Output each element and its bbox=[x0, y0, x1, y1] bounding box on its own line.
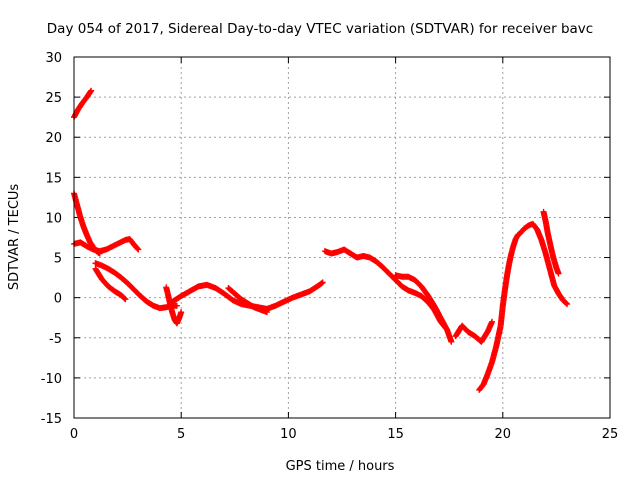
series-arc-2 bbox=[71, 236, 142, 255]
y-tick-label: 0 bbox=[54, 292, 62, 307]
data-point bbox=[563, 300, 570, 307]
data-point bbox=[263, 309, 270, 316]
data-point bbox=[178, 309, 185, 316]
x-tick-label: 20 bbox=[495, 427, 512, 442]
data-point bbox=[489, 318, 496, 325]
series-arc-6 bbox=[163, 284, 185, 327]
y-tick-label: 15 bbox=[45, 171, 62, 186]
data-points bbox=[71, 87, 571, 393]
x-axis-label: GPS time / hours bbox=[286, 459, 395, 474]
data-point bbox=[134, 245, 141, 252]
y-axis-label: SDTVAR / TECUs bbox=[7, 184, 22, 291]
data-point bbox=[96, 250, 103, 257]
series-arc-8 bbox=[225, 285, 270, 316]
series-arc-7 bbox=[169, 279, 326, 312]
chart-title: Day 054 of 2017, Sidereal Day-to-day VTE… bbox=[47, 21, 593, 37]
y-tick-label: -5 bbox=[49, 332, 62, 347]
axis-ticks: 0 5 10 15 20 25 -15 -10 -5 0 5 10 15 20 25 30 bbox=[41, 51, 619, 442]
y-tick-label: -10 bbox=[41, 372, 62, 387]
data-point bbox=[121, 295, 128, 302]
grid bbox=[74, 57, 610, 418]
x-tick-label: 0 bbox=[70, 427, 78, 442]
series-arc-10 bbox=[392, 272, 455, 345]
x-tick-label: 25 bbox=[602, 427, 619, 442]
data-point bbox=[135, 246, 142, 253]
series-arc-4 bbox=[92, 260, 180, 312]
series-arc-13 bbox=[540, 208, 562, 277]
y-tick-label: 10 bbox=[45, 211, 62, 226]
data-point bbox=[555, 270, 562, 277]
series-arc-11 bbox=[452, 318, 496, 345]
data-point bbox=[564, 301, 571, 308]
series-arc-3 bbox=[71, 190, 103, 257]
data-point bbox=[88, 87, 95, 94]
y-tick-label: 30 bbox=[45, 51, 62, 66]
data-point bbox=[173, 302, 180, 309]
x-tick-label: 10 bbox=[280, 427, 297, 442]
plot-frame bbox=[73, 56, 611, 419]
data-point bbox=[319, 279, 326, 286]
y-tick-label: -15 bbox=[41, 412, 62, 427]
x-tick-label: 15 bbox=[387, 427, 404, 442]
y-tick-label: 25 bbox=[45, 91, 62, 106]
y-tick-label: 20 bbox=[45, 131, 62, 146]
y-tick-label: 5 bbox=[54, 252, 62, 267]
data-point bbox=[448, 338, 455, 345]
series-arc-5 bbox=[92, 265, 129, 303]
data-point bbox=[122, 296, 129, 303]
series-arc-12 bbox=[476, 220, 571, 393]
series-arc-9 bbox=[321, 246, 451, 333]
x-tick-label: 5 bbox=[177, 427, 185, 442]
